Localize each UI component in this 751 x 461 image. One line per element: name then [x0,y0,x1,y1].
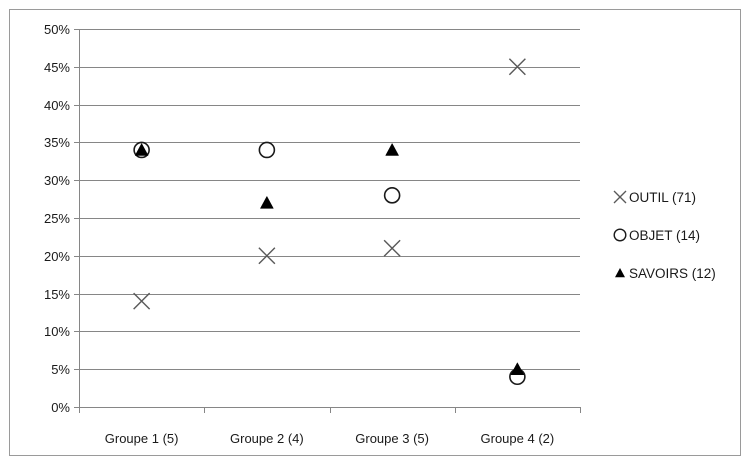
legend-label: OUTIL (71) [629,190,696,205]
axes [74,29,581,413]
data-point [508,58,526,76]
data-point [259,195,274,209]
legend-label: SAVOIRS (12) [629,266,716,281]
data-point [385,142,400,156]
y-tick-label: 15% [44,287,70,302]
data-point [133,141,150,159]
y-tick-label: 30% [44,173,70,188]
legend-triangle-icon [615,268,625,278]
data-point [510,362,525,375]
legend-label: OBJET (14) [629,228,700,243]
legend: OUTIL (71) OBJET (14) SAVOIRS (12) [613,190,716,281]
data-point [383,239,401,257]
gridlines [79,29,580,370]
y-tick-label: 45% [44,60,70,75]
y-tick-label: 25% [44,211,70,226]
data-point [258,141,276,159]
y-tick-label: 50% [44,22,70,37]
x-tick-label: Groupe 4 (2) [481,431,555,446]
y-tick-labels: 0% 5% 10% 15% 20% 25% 30% 35% 40% 45% 50% [44,22,70,415]
data-point [258,247,276,265]
data-point [134,142,149,156]
legend-circle-icon [613,228,627,242]
y-tick-label: 40% [44,98,70,113]
x-tick-label: Groupe 1 (5) [105,431,179,446]
chart-border [9,9,741,456]
y-tick-label: 10% [44,324,70,339]
x-tick-label: Groupe 2 (4) [230,431,304,446]
data-points [133,58,526,386]
y-tick-label: 0% [51,400,70,415]
x-tick-labels: Groupe 1 (5) Groupe 2 (4) Groupe 3 (5) Grou… [105,431,554,446]
x-tick-label: Groupe 3 (5) [355,431,429,446]
y-tick-label: 5% [51,362,70,377]
y-tick-label: 20% [44,249,70,264]
data-point [383,187,401,204]
legend-cross-icon [613,190,627,204]
data-point [133,292,151,310]
y-tick-label: 35% [44,135,70,150]
